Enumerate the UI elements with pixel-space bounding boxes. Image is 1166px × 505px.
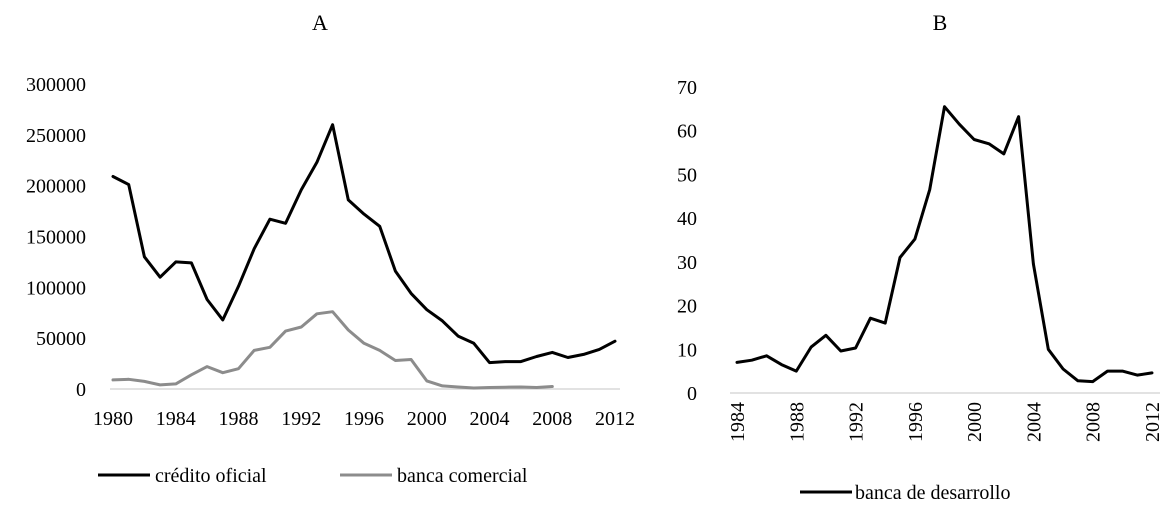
legend-label-credito-oficial: crédito oficial [155, 465, 267, 487]
x-tick-label: 2012 [595, 408, 635, 430]
y-tick-label: 50 [677, 164, 697, 186]
x-tick-label: 1996 [905, 402, 927, 442]
chart-a-series [111, 123, 617, 390]
y-tick-label: 30 [677, 252, 697, 274]
y-tick-label: 250000 [26, 125, 86, 147]
chart-b-series [735, 105, 1154, 384]
y-tick-label: 0 [76, 379, 86, 401]
series-line-banca-de-desarrollo [735, 105, 1154, 384]
y-tick-label: 300000 [26, 74, 86, 96]
x-tick-label: 1984 [156, 408, 196, 430]
x-tick-label: 2008 [532, 408, 572, 430]
legend-label-banca-de-desarrollo: banca de desarrollo [855, 482, 1010, 504]
chart-b: B 0 10 20 30 40 50 60 70 1984 1988 1992 1996 2000 20… [677, 10, 1164, 504]
chart-a-x-ticks: 1980 1984 1988 1992 1996 2000 2004 2008 2012 [93, 408, 635, 430]
x-tick-label: 2000 [407, 408, 447, 430]
y-tick-label: 200000 [26, 176, 86, 198]
y-tick-label: 10 [677, 339, 697, 361]
y-tick-label: 50000 [36, 328, 86, 350]
chart-b-title: B [933, 10, 948, 35]
y-tick-label: 60 [677, 121, 697, 143]
x-tick-label: 1992 [281, 408, 321, 430]
x-tick-label: 2004 [1023, 402, 1045, 442]
legend-label-banca-comercial: banca comercial [397, 465, 528, 487]
y-tick-label: 150000 [26, 227, 86, 249]
chart-b-x-ticks: 1984 1988 1992 1996 2000 2004 2008 2012 [727, 402, 1164, 442]
y-tick-label: 70 [677, 77, 697, 99]
chart-a-title: A [312, 10, 328, 35]
y-tick-label: 0 [687, 383, 697, 405]
series-line-credito-oficial [111, 123, 617, 365]
x-tick-label: 1992 [846, 402, 868, 442]
x-tick-label: 2004 [470, 408, 510, 430]
y-tick-label: 40 [677, 208, 697, 230]
chart-a-legend: crédito oficial banca comercial [98, 465, 528, 487]
x-tick-label: 1988 [786, 402, 808, 442]
x-tick-label: 2012 [1142, 402, 1164, 442]
y-tick-label: 20 [677, 296, 697, 318]
x-tick-label: 1996 [344, 408, 384, 430]
x-tick-label: 2000 [964, 402, 986, 442]
chart-b-legend: banca de desarrollo [800, 482, 1010, 504]
chart-a-y-ticks: 0 50000 100000 150000 200000 250000 300000 [26, 74, 86, 401]
chart-b-y-ticks: 0 10 20 30 40 50 60 70 [677, 77, 697, 405]
x-tick-label: 1988 [219, 408, 259, 430]
series-line-banca-comercial [111, 310, 554, 390]
x-tick-label: 1980 [93, 408, 133, 430]
x-tick-label: 2008 [1083, 402, 1105, 442]
chart-a: A 0 50000 100000 150000 200000 250000 300000 1… [26, 10, 635, 487]
x-tick-label: 1984 [727, 402, 749, 442]
y-tick-label: 100000 [26, 277, 86, 299]
